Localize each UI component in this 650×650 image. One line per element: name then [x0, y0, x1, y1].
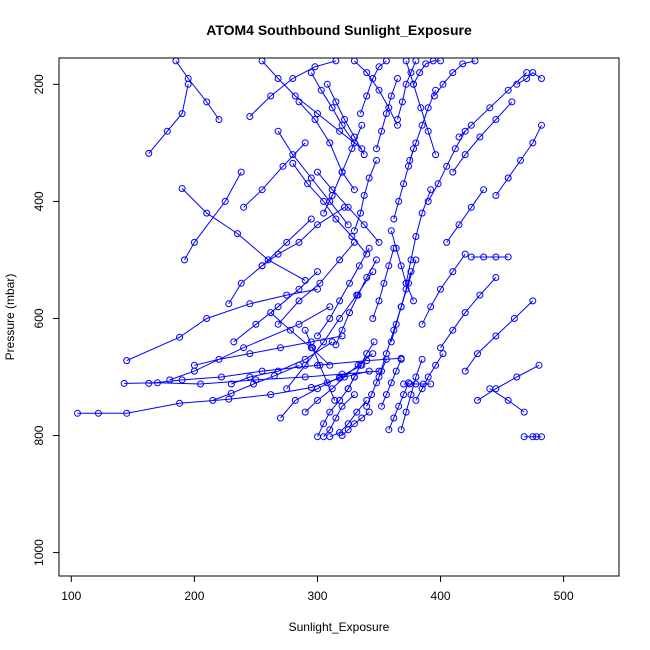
plot-frame — [59, 58, 619, 576]
series-13 — [241, 140, 309, 210]
series-line — [278, 242, 354, 324]
series-line — [318, 248, 370, 336]
series-line — [361, 61, 387, 114]
series-line — [127, 289, 318, 360]
series-line — [250, 61, 336, 117]
series-49 — [419, 251, 468, 327]
series-line — [389, 383, 409, 430]
series-16 — [259, 204, 347, 268]
series-line — [185, 172, 242, 260]
series-48 — [413, 351, 446, 404]
y-tick-label: 1000 — [32, 539, 46, 566]
series-6 — [146, 81, 191, 156]
series-14 — [247, 58, 339, 120]
series-37 — [374, 76, 401, 152]
plot-area: 100 200 300 400 500 200 400 600 800 1000 — [32, 58, 619, 603]
series-36 — [370, 245, 397, 321]
series-line — [414, 61, 441, 84]
y-tick-label: 400 — [32, 191, 46, 211]
series-line — [379, 260, 416, 377]
series-9 — [179, 186, 308, 284]
series-line — [416, 354, 443, 401]
series-line — [398, 61, 416, 120]
series-60 — [521, 434, 544, 440]
series-line — [311, 73, 354, 143]
series-3 — [124, 286, 321, 363]
series-52 — [438, 275, 499, 351]
series-line — [382, 359, 402, 406]
series-69 — [388, 228, 416, 304]
series-line — [278, 131, 348, 225]
series-line — [234, 272, 318, 342]
series-line — [354, 160, 376, 230]
series-63 — [259, 58, 365, 152]
y-tick-label: 800 — [32, 425, 46, 445]
series-line — [373, 248, 394, 318]
series-line — [299, 102, 354, 190]
series-line — [478, 365, 540, 400]
series-line — [490, 389, 524, 412]
series-line — [149, 84, 188, 153]
series-7 — [173, 58, 222, 123]
series-35 — [364, 356, 390, 409]
x-tick-label: 100 — [61, 589, 81, 603]
x-axis-label: Sunlight_Exposure — [289, 620, 390, 634]
series-43 — [398, 356, 425, 432]
series-line — [447, 190, 484, 243]
series-55 — [456, 70, 530, 140]
series-line — [244, 143, 306, 207]
data-point — [509, 99, 515, 105]
y-tick-label: 600 — [32, 308, 46, 328]
series-line — [410, 90, 436, 160]
series-8 — [182, 169, 245, 263]
y-tick-label: 200 — [32, 74, 46, 94]
series-61 — [514, 70, 545, 88]
series-line — [434, 61, 475, 96]
series-line — [496, 125, 542, 195]
series-5 — [167, 304, 333, 383]
x-tick-label: 400 — [431, 589, 451, 603]
series-41 — [391, 146, 417, 222]
series-68 — [376, 257, 419, 380]
series-59 — [487, 386, 527, 415]
series-line — [271, 313, 330, 366]
x-tick-label: 300 — [307, 589, 327, 603]
y-axis-label: Pressure (mbar) — [3, 274, 17, 361]
series-27 — [315, 245, 373, 339]
chart-title: ATOM4 Southbound Sunlight_Exposure — [206, 22, 472, 38]
x-tick-label: 200 — [184, 589, 204, 603]
series-44 — [401, 381, 434, 387]
series-57 — [468, 254, 511, 260]
series-56 — [462, 298, 536, 374]
x-tick-label: 500 — [554, 589, 574, 603]
series-62 — [493, 122, 545, 198]
series-34 — [358, 58, 390, 117]
series-53 — [444, 187, 487, 246]
series-line — [262, 207, 344, 265]
series-line — [428, 131, 465, 201]
series-line — [367, 359, 387, 406]
series-line — [377, 79, 398, 149]
series-line — [293, 163, 367, 254]
series-51 — [431, 58, 478, 99]
series-layer — [75, 58, 545, 440]
series-23 — [308, 70, 357, 146]
